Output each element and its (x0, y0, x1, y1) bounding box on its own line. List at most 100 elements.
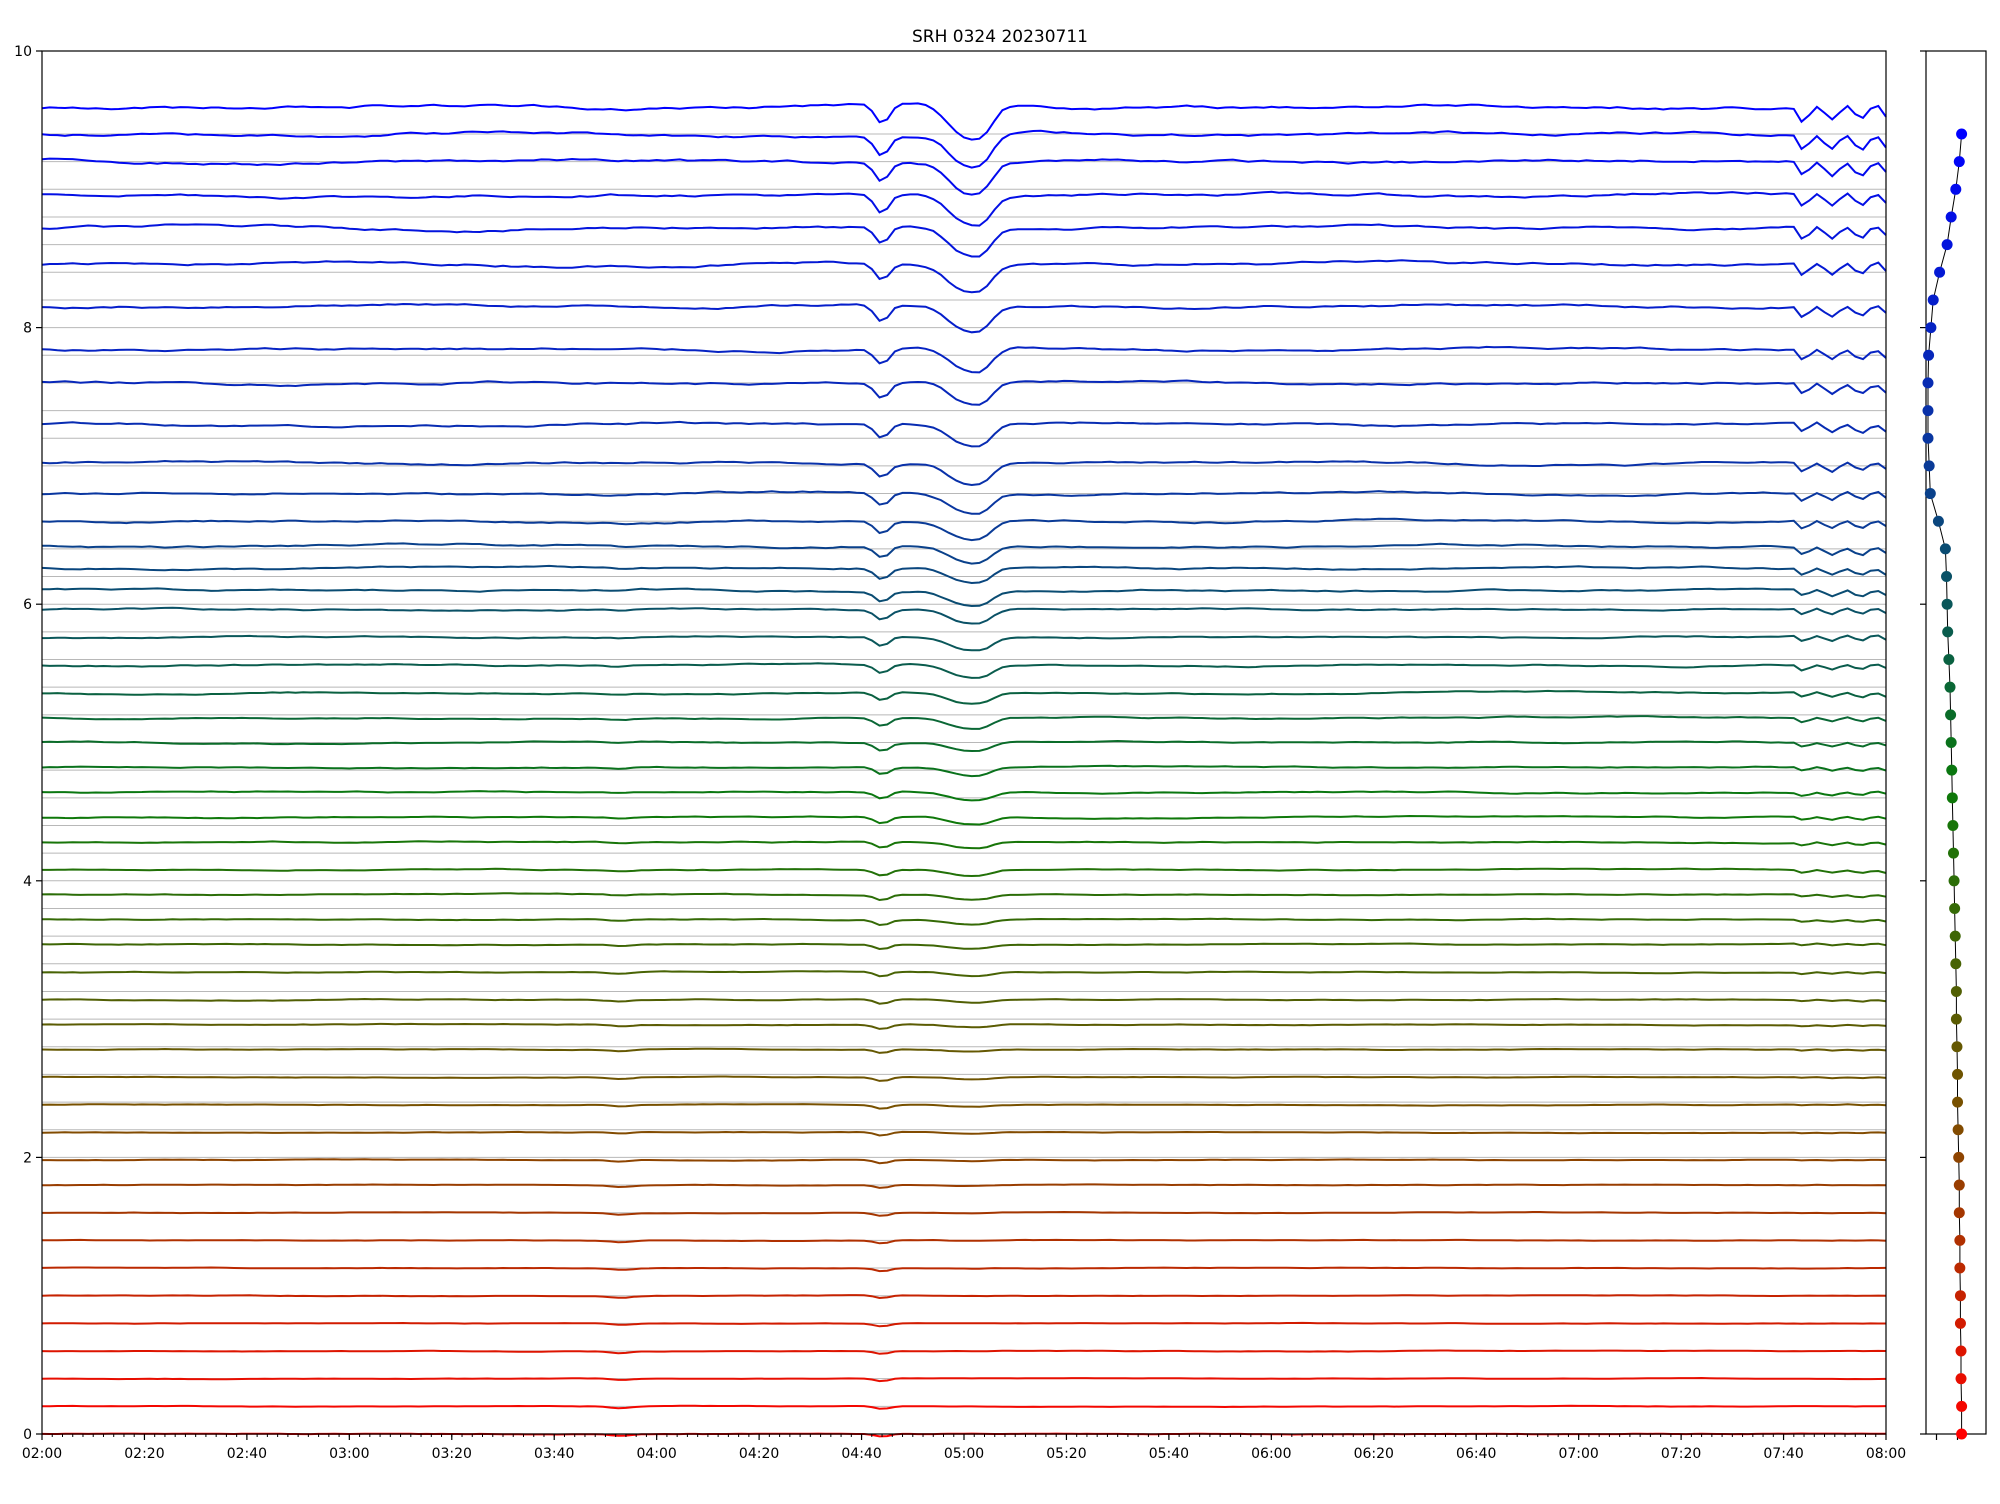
trace-line (41, 302, 1887, 334)
trace-line (41, 129, 1887, 169)
side-scatter-point (1948, 875, 1960, 887)
x-tick-label: 03:20 (432, 1446, 472, 1462)
side-scatter-point (1954, 1262, 1966, 1274)
y-tick-label: 10 (14, 44, 32, 60)
x-tick-label: 06:00 (1251, 1446, 1291, 1462)
x-tick-label: 02:20 (124, 1446, 164, 1462)
side-scatter-point (1946, 764, 1958, 776)
side-scatter-panel (1920, 50, 1987, 1440)
side-scatter-point (1954, 1290, 1966, 1302)
trace-line (41, 1349, 1887, 1355)
trace-line (41, 840, 1887, 850)
y-tick-label: 4 (23, 874, 32, 890)
side-scatter-point (1944, 681, 1956, 693)
side-scatter-point (1934, 266, 1946, 278)
side-scatter-point (1947, 847, 1959, 859)
x-tick-label: 04:20 (739, 1446, 779, 1462)
trace-line (41, 1294, 1887, 1300)
y-tick-label: 2 (23, 1150, 32, 1166)
trace-line (41, 1103, 1887, 1110)
side-scatter-point (1954, 1234, 1966, 1246)
x-tick-label: 04:40 (841, 1446, 881, 1462)
side-scatter-point (1952, 1068, 1964, 1080)
x-tick-label: 06:20 (1354, 1446, 1394, 1462)
side-scatter-point (1942, 626, 1954, 638)
y-tick-label: 0 (23, 1427, 32, 1443)
side-scatter-point (1950, 985, 1962, 997)
trace-line (41, 564, 1887, 585)
trace-line (41, 739, 1887, 753)
trace-line (41, 970, 1887, 978)
side-scatter-point (1943, 654, 1955, 666)
side-scatter-point (1949, 930, 1961, 942)
trace-line (42, 917, 1887, 927)
side-scatter-point (1939, 543, 1951, 555)
side-scatter-point (1947, 819, 1959, 831)
trace-line (41, 542, 1887, 565)
trace-line (41, 764, 1887, 778)
trace-line (42, 1158, 1887, 1165)
side-scatter-point (1945, 211, 1957, 223)
x-tick-label: 07:40 (1763, 1446, 1803, 1462)
trace-line (41, 997, 1887, 1005)
y-tick-label: 8 (23, 321, 32, 337)
trace-line (42, 867, 1887, 878)
trace-line (42, 689, 1887, 705)
trace-line (41, 1130, 1887, 1137)
side-scatter-point (1950, 183, 1962, 195)
trace-line (41, 1266, 1887, 1273)
side-scatter-point (1923, 460, 1935, 472)
trace-line (42, 1183, 1887, 1189)
side-scatter-point (1924, 488, 1936, 500)
trace-line (41, 517, 1887, 542)
side-scatter-point (1922, 405, 1934, 417)
side-scatter-point (1954, 1317, 1966, 1329)
side-scatter-point (1955, 1345, 1967, 1357)
main-axes: 02:00 02:20 02:40 03:00 03:20 03:40 04:00 04:20… (14, 44, 1906, 1462)
side-scatter-point (1950, 958, 1962, 970)
side-scatter-point (1949, 902, 1961, 914)
side-scatter-point (1953, 1151, 1965, 1163)
trace-line (41, 892, 1887, 902)
side-scatter-point (1951, 1041, 1963, 1053)
trace-line (41, 1047, 1887, 1054)
x-tick-label: 07:20 (1661, 1446, 1701, 1462)
trace-line (41, 459, 1887, 487)
trace-line (41, 223, 1887, 258)
side-scatter-point (1952, 1096, 1964, 1108)
trace-line (41, 1075, 1887, 1082)
side-scatter-point (1953, 156, 1965, 168)
trace-line (41, 942, 1887, 951)
side-scatter-point (1955, 1373, 1967, 1385)
side-plot-frame (1925, 50, 1987, 1435)
x-tick-label: 05:40 (1149, 1446, 1189, 1462)
trace-line (41, 606, 1887, 625)
trace-line (41, 715, 1887, 730)
side-scatter-point (1952, 1124, 1964, 1136)
x-tick-label: 05:00 (944, 1446, 984, 1462)
trace-line (41, 259, 1887, 294)
x-tick-label: 02:00 (22, 1446, 62, 1462)
trace-line (42, 1404, 1887, 1410)
trace-line (42, 587, 1887, 608)
trace-line (41, 1022, 1887, 1030)
side-scatter-point (1925, 322, 1937, 334)
side-scatter-point (1953, 1207, 1965, 1219)
side-scatter-point (1956, 1428, 1968, 1440)
x-tick-label: 08:00 (1866, 1446, 1906, 1462)
x-tick-label: 04:00 (636, 1446, 676, 1462)
trace-line (41, 190, 1887, 227)
trace-line (41, 157, 1887, 196)
side-scatter-point (1956, 1400, 1968, 1412)
trace-line (41, 662, 1887, 679)
trace-line (41, 102, 1887, 141)
x-tick-label: 03:40 (534, 1446, 574, 1462)
trace-line (41, 634, 1887, 652)
side-scatter-point (1941, 571, 1953, 583)
side-scatter-point (1945, 737, 1957, 748)
chart-title: SRH 0324 20230711 (912, 27, 1088, 47)
x-tick-label: 06:40 (1456, 1446, 1496, 1462)
trace-line (41, 379, 1887, 406)
